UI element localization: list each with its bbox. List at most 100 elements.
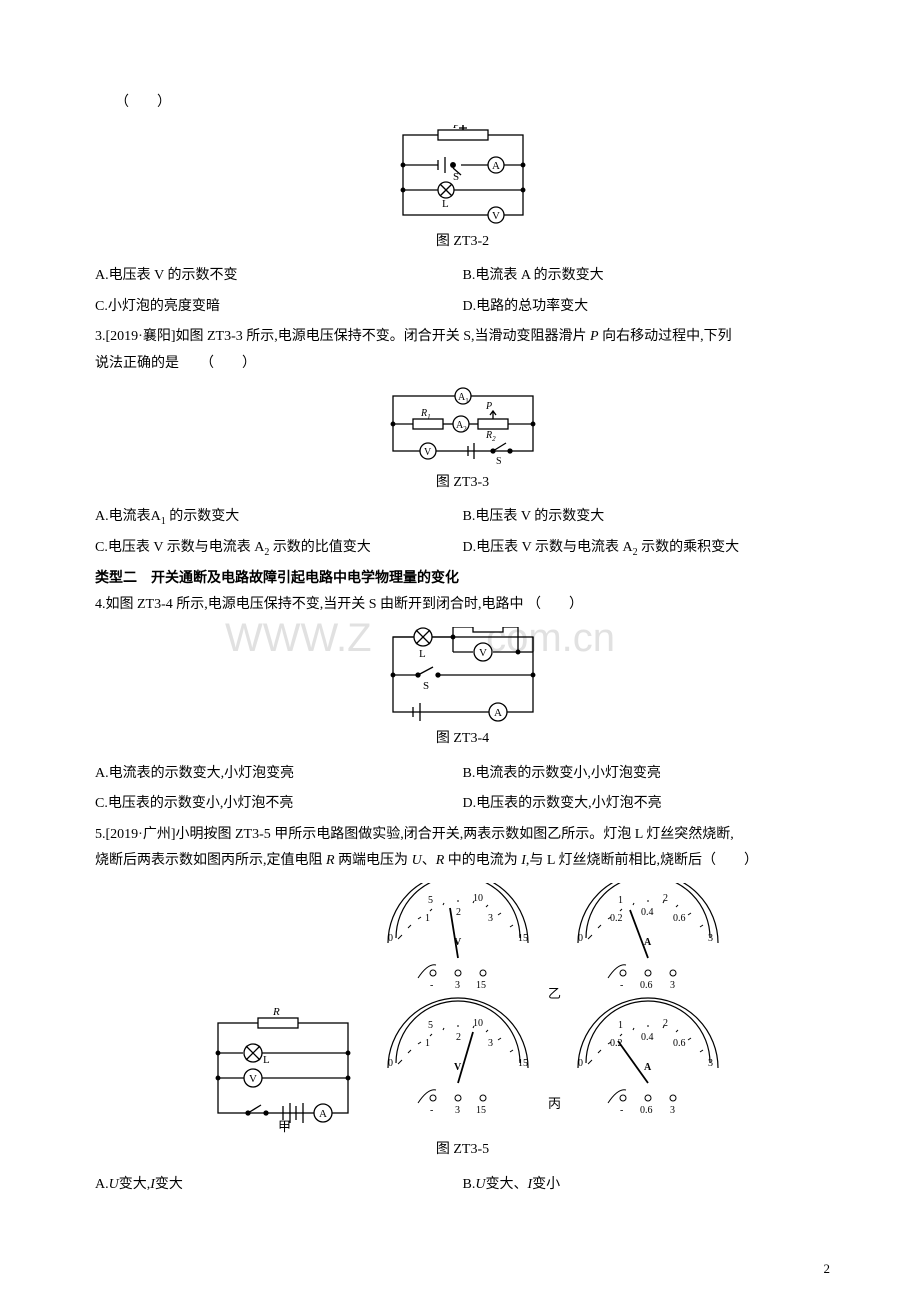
q3-text-b: 向右移动过程中,下列 (599, 329, 732, 344)
svg-text:0: 0 (388, 933, 393, 944)
q5-text-line2: 烧断后两表示数如图丙所示,定值电阻 R 两端电压为 U、R 中的电流为 I,与 … (95, 848, 830, 875)
svg-text:V: V (249, 1073, 257, 1085)
q3-text-a: 3.[2019·襄阳]如图 ZT3-3 所示,电源电压保持不变。闭合开关 S,当… (95, 329, 590, 344)
svg-text:L: L (442, 198, 449, 210)
svg-text:A: A (492, 160, 500, 172)
svg-text:5: 5 (428, 1020, 433, 1031)
svg-text:3: 3 (670, 1105, 675, 1116)
svg-text:0.6: 0.6 (640, 980, 653, 991)
q2-choice-a: A.电压表 V 的示数不变 (95, 263, 463, 290)
svg-text:0.2: 0.2 (610, 913, 623, 924)
q3-choice-b: B.电压表 V 的示数变大 (463, 504, 831, 531)
svg-text:P: P (485, 401, 492, 412)
svg-text:1: 1 (425, 913, 430, 924)
svg-text:-: - (430, 980, 433, 991)
q4-choice-c: C.电压表的示数变小,小灯泡不亮 (95, 791, 463, 818)
svg-text:A: A (319, 1108, 327, 1120)
svg-text:-: - (430, 1105, 433, 1116)
svg-text:0: 0 (578, 933, 583, 944)
svg-text:1: 1 (425, 1038, 430, 1049)
q2-row-cd: C.小灯泡的亮度变暗 D.电路的总功率变大 (95, 294, 830, 321)
svg-text:L: L (263, 1054, 270, 1066)
q4-row-ab: A.电流表的示数变大,小灯泡变亮 B.电流表的示数变小,小灯泡变亮 (95, 761, 830, 788)
q2-choice-b: B.电流表 A 的示数变大 (463, 263, 831, 290)
q3-text-p: P (590, 329, 599, 344)
page-number: 2 (824, 1257, 831, 1282)
svg-text:0.4: 0.4 (641, 1032, 654, 1043)
svg-text:3: 3 (488, 913, 493, 924)
svg-text:0.6: 0.6 (673, 913, 686, 924)
section2-title: 类型二 开关通断及电路故障引起电路中电学物理量的变化 (95, 566, 830, 593)
caption-zt3-2: 图 ZT3-2 (95, 229, 830, 256)
svg-text:1: 1 (618, 1020, 623, 1031)
svg-text:V: V (492, 210, 500, 222)
svg-text:2: 2 (456, 1032, 461, 1043)
caption-zt3-4: 图 ZT3-4 (95, 726, 830, 753)
q2-choice-c: C.小灯泡的亮度变暗 (95, 294, 463, 321)
svg-text:10: 10 (473, 1018, 483, 1029)
svg-text:-: - (620, 1105, 623, 1116)
q4-choice-d: D.电压表的示数变大,小灯泡不亮 (463, 791, 831, 818)
figure-zt3-5: 0 5 10 15 1 2 3 V (95, 883, 830, 1164)
q3-text-c: 说法正确的是 （ ） (95, 351, 830, 378)
svg-text:1: 1 (618, 895, 623, 906)
figure-zt3-3: A1 R1 A2 P R2 V (95, 386, 830, 497)
svg-text:S: S (496, 456, 502, 466)
svg-text:3: 3 (708, 933, 713, 944)
svg-text:V: V (479, 647, 487, 659)
svg-text:V: V (424, 447, 432, 458)
q3-row-cd: C.电压表 V 示数与电流表 A2 示数的比值变大 D.电压表 V 示数与电流表… (95, 535, 830, 562)
svg-text:S: S (453, 171, 459, 183)
svg-text:15: 15 (518, 933, 528, 944)
svg-text:2: 2 (456, 907, 461, 918)
q3-choice-c: C.电压表 V 示数与电流表 A2 示数的比值变大 (95, 535, 463, 562)
svg-text:乙: 乙 (548, 986, 561, 1001)
svg-text:S: S (423, 680, 429, 692)
svg-text:3: 3 (708, 1058, 713, 1069)
circuit-zt3-2: P S A L (383, 125, 543, 225)
svg-text:0: 0 (578, 1058, 583, 1069)
svg-text:A: A (644, 1062, 652, 1073)
svg-text:3: 3 (455, 980, 460, 991)
svg-text:15: 15 (476, 980, 486, 991)
svg-text:0.6: 0.6 (640, 1105, 653, 1116)
q4-row-cd: C.电压表的示数变小,小灯泡不亮 D.电压表的示数变大,小灯泡不亮 (95, 791, 830, 818)
svg-text:3: 3 (455, 1105, 460, 1116)
svg-text:A: A (644, 937, 652, 948)
svg-text:3: 3 (488, 1038, 493, 1049)
q4-text: 4.如图 ZT3-4 所示,电源电压保持不变,当开关 S 由断开到闭合时,电路中… (95, 592, 830, 619)
content: （ ） P S (95, 90, 830, 1198)
svg-text:P: P (452, 125, 460, 131)
svg-text:A: A (494, 707, 502, 719)
q5-row-ab: A.U变大,I变大 B.U变大、I变小 (95, 1172, 830, 1199)
svg-text:0.4: 0.4 (641, 907, 654, 918)
q2-choice-d: D.电路的总功率变大 (463, 294, 831, 321)
figure-zt3-4: L R V (95, 627, 830, 753)
svg-text:L: L (419, 648, 426, 660)
svg-text:R: R (272, 1006, 280, 1018)
circuit-zt3-4: L R V (378, 627, 548, 722)
q5-choice-a: A.U变大,I变大 (95, 1172, 463, 1199)
svg-text:0.6: 0.6 (673, 1038, 686, 1049)
caption-zt3-3: 图 ZT3-3 (95, 470, 830, 497)
svg-text:甲: 甲 (278, 1119, 291, 1133)
figure-zt3-2: P S A L (95, 125, 830, 256)
svg-text:3: 3 (670, 980, 675, 991)
svg-text:丙: 丙 (548, 1096, 561, 1111)
q4-choice-a: A.电流表的示数变大,小灯泡变亮 (95, 761, 463, 788)
q2-row-ab: A.电压表 V 的示数不变 B.电流表 A 的示数变大 (95, 263, 830, 290)
blank-paren: （ ） (115, 90, 830, 117)
svg-text:R2: R2 (485, 430, 496, 443)
page: WWW.Z .com.cn （ ） P (0, 0, 920, 1302)
svg-text:-: - (620, 980, 623, 991)
meters-and-circuit: 0 5 10 15 1 2 3 V (203, 883, 723, 1133)
svg-text:5: 5 (428, 895, 433, 906)
q4-choice-b: B.电流表的示数变小,小灯泡变亮 (463, 761, 831, 788)
q5-text-line1: 5.[2019·广州]小明按图 ZT3-5 甲所示电路图做实验,闭合开关,两表示… (95, 822, 830, 849)
q3-row-ab: A.电流表A1 的示数变大 B.电压表 V 的示数变大 (95, 504, 830, 531)
svg-text:15: 15 (518, 1058, 528, 1069)
svg-text:15: 15 (476, 1105, 486, 1116)
circuit-zt3-3: A1 R1 A2 P R2 V (378, 386, 548, 466)
q3-text: 3.[2019·襄阳]如图 ZT3-3 所示,电源电压保持不变。闭合开关 S,当… (95, 324, 830, 351)
q5-choice-b: B.U变大、I变小 (463, 1172, 831, 1199)
